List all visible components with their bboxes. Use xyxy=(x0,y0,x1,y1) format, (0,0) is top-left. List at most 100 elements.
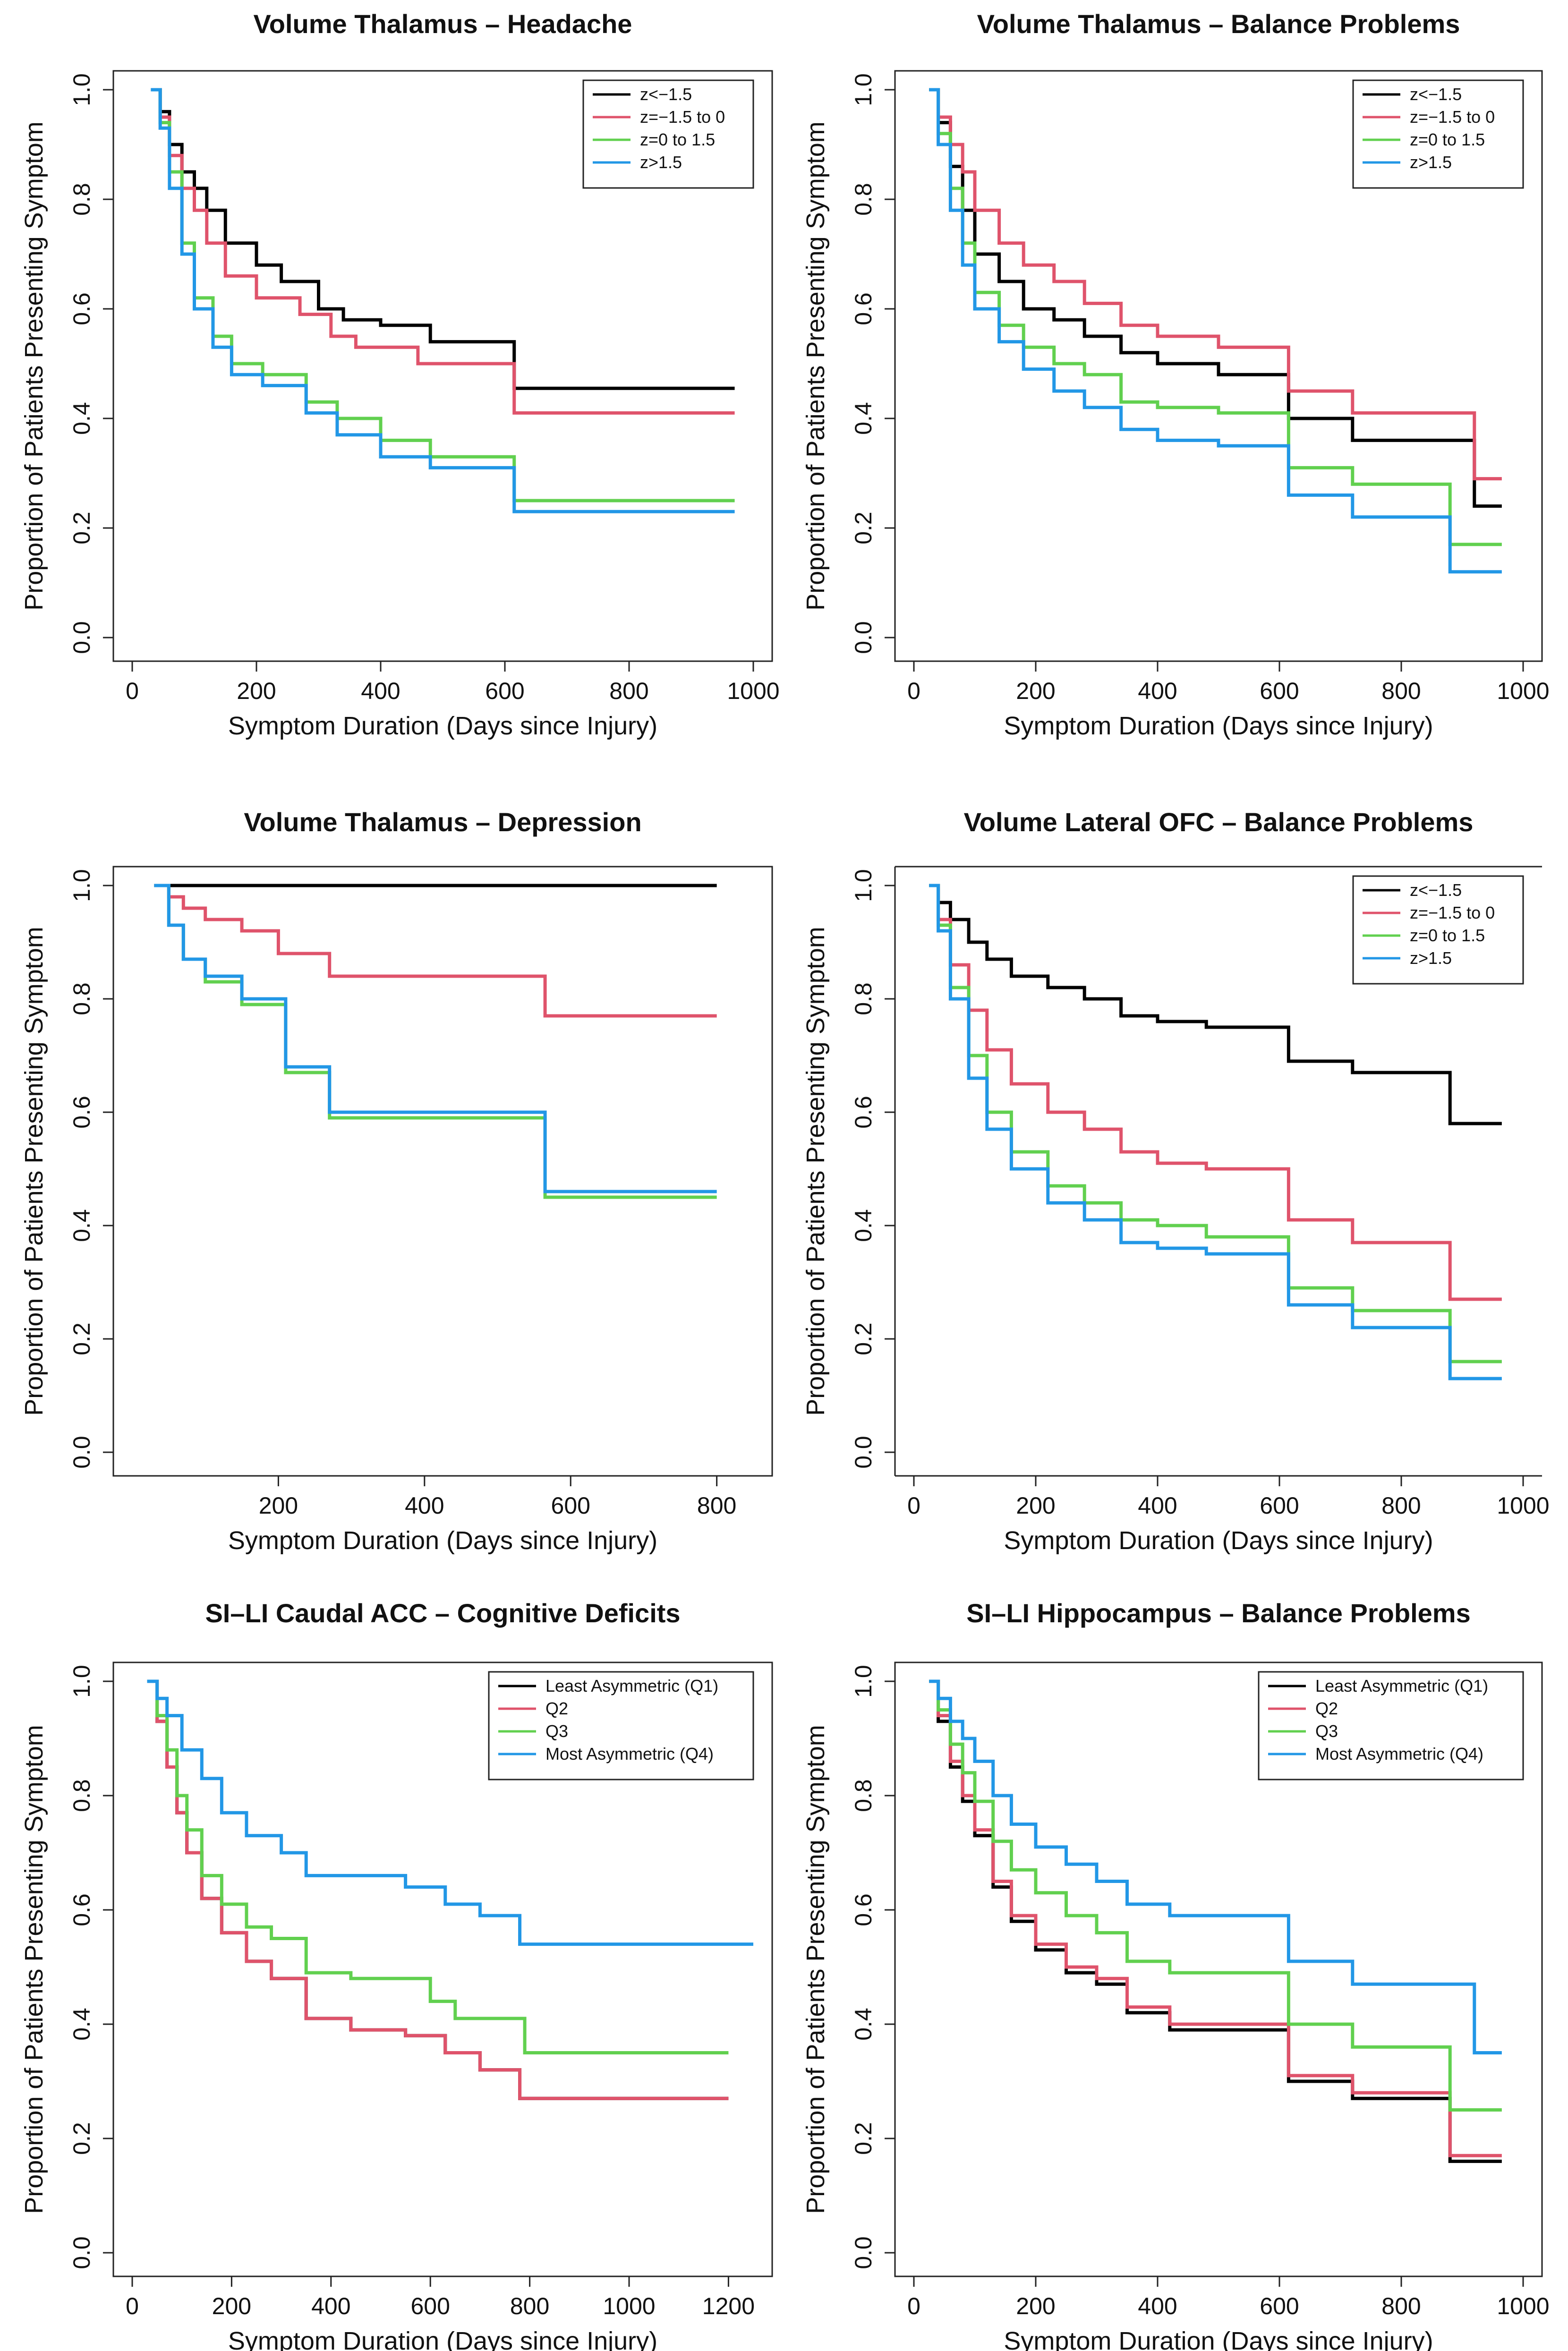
y-axis-label: Proportion of Patients Presenting Sympto… xyxy=(801,927,830,1416)
series-line-3 xyxy=(151,88,735,503)
x-tick-label: 600 xyxy=(1260,678,1299,704)
chart-panel-1: Volume Thalamus – Headache 0 200 400 600 800 1… xyxy=(20,9,780,740)
legend-label: z=0 to 1.5 xyxy=(1410,130,1485,149)
series-line-1 xyxy=(929,884,1502,1125)
y-tick-label: 0.6 xyxy=(68,1096,95,1129)
x-tick-label: 600 xyxy=(551,1492,590,1519)
y-tick-label: 0.4 xyxy=(68,2008,95,2041)
y-tick-label: 0.2 xyxy=(68,1322,95,1355)
legend-box xyxy=(1352,875,1524,985)
y-tick-label: 0.2 xyxy=(850,1322,877,1355)
x-tick-label: 0 xyxy=(126,2293,139,2319)
x-tick-label: 400 xyxy=(1138,678,1177,704)
x-axis-label: Symptom Duration (Days since Injury) xyxy=(1004,1526,1433,1555)
legend: Least Asymmetric (Q1) Q2 Q3 Most Asymmetric… xyxy=(488,1671,754,1780)
series-line-4 xyxy=(929,884,1502,1380)
x-tick-label: 800 xyxy=(609,678,648,704)
x-axis-label: Symptom Duration (Days since Injury) xyxy=(228,712,657,740)
x-axis-label: Symptom Duration (Days since Injury) xyxy=(228,1526,657,1555)
y-tick-label: 0.6 xyxy=(68,292,95,325)
y-tick-label: 0.0 xyxy=(68,2236,95,2269)
chart-title: SI–LI Caudal ACC – Cognitive Deficits xyxy=(205,1598,680,1628)
x-tick-label: 600 xyxy=(485,678,524,704)
legend-label: z=−1.5 to 0 xyxy=(1410,107,1495,127)
y-tick-label: 0.0 xyxy=(850,621,877,654)
y-tick-label: 0.6 xyxy=(850,1893,877,1926)
x-tick-label: 600 xyxy=(1260,1492,1299,1519)
x-tick-label: 200 xyxy=(259,1492,298,1519)
y-tick-label: 1.0 xyxy=(850,869,877,902)
legend-box xyxy=(488,1671,754,1780)
chart-panel-3: Volume Thalamus – Depression 200 400 600 800… xyxy=(20,807,773,1555)
y-tick-label: 0.6 xyxy=(850,1096,877,1129)
y-tick-label: 1.0 xyxy=(68,1665,95,1698)
legend: z<−1.5 z=−1.5 to 0 z=0 to 1.5 z>1.5 xyxy=(1352,875,1524,985)
y-axis-label: Proportion of Patients Presenting Sympto… xyxy=(801,121,830,611)
x-tick-label: 0 xyxy=(907,678,920,704)
y-axis-label: Proportion of Patients Presenting Sympto… xyxy=(20,1725,48,2214)
y-tick-label: 0.2 xyxy=(850,2122,877,2155)
x-tick-label: 800 xyxy=(1381,678,1421,704)
x-tick-label: 1200 xyxy=(702,2293,755,2319)
y-tick-label: 0.2 xyxy=(850,511,877,545)
series-line-1 xyxy=(929,1679,1502,2163)
y-tick-label: 0.2 xyxy=(68,2122,95,2155)
y-tick-label: 0.0 xyxy=(850,1436,877,1469)
y-tick-label: 0.6 xyxy=(850,292,877,325)
x-tick-label: 400 xyxy=(405,1492,444,1519)
x-tick-label: 1000 xyxy=(727,678,779,704)
y-tick-label: 0.0 xyxy=(68,621,95,654)
x-tick-label: 1000 xyxy=(1497,1492,1549,1519)
legend-label: z=0 to 1.5 xyxy=(1410,926,1485,945)
x-tick-label: 400 xyxy=(311,2293,350,2319)
x-tick-label: 1000 xyxy=(1497,678,1549,704)
y-tick-label: 0.4 xyxy=(850,402,877,435)
legend-label: z=−1.5 to 0 xyxy=(1410,903,1495,922)
legend-label: z<−1.5 xyxy=(1410,880,1462,900)
x-tick-label: 200 xyxy=(1016,1492,1055,1519)
plot-frame xyxy=(112,70,773,662)
plot-frame xyxy=(894,70,1543,662)
series-line-4 xyxy=(929,1679,1502,2054)
legend-label: Q3 xyxy=(1315,1721,1338,1741)
x-tick-label: 800 xyxy=(1381,2293,1421,2319)
plot-frame xyxy=(112,1661,773,2277)
legend-label: Least Asymmetric (Q1) xyxy=(1315,1676,1488,1695)
legend-label: z<−1.5 xyxy=(640,85,692,104)
x-tick-label: 800 xyxy=(697,1492,736,1519)
series-line-1 xyxy=(151,88,735,390)
chart-title: Volume Thalamus – Balance Problems xyxy=(977,9,1460,39)
legend-label: z=−1.5 to 0 xyxy=(640,107,725,127)
x-tick-label: 200 xyxy=(237,678,276,704)
y-tick-label: 0.0 xyxy=(850,2236,877,2269)
x-tick-label: 0 xyxy=(907,2293,920,2319)
x-tick-label: 800 xyxy=(1381,1492,1421,1519)
x-tick-label: 200 xyxy=(1016,2293,1055,2319)
plot-frame xyxy=(112,866,773,1477)
y-tick-label: 0.8 xyxy=(850,982,877,1015)
x-axis-label: Symptom Duration (Days since Injury) xyxy=(1004,712,1433,740)
chart-title: Volume Thalamus – Depression xyxy=(244,807,641,837)
legend-label: z<−1.5 xyxy=(1410,85,1462,104)
series-line-2 xyxy=(151,88,735,415)
legend: Least Asymmetric (Q1) Q2 Q3 Most Asymmetric… xyxy=(1258,1671,1524,1780)
x-tick-label: 1000 xyxy=(1497,2293,1549,2319)
y-tick-label: 0.6 xyxy=(68,1893,95,1926)
series-line-4 xyxy=(147,1679,753,1946)
chart-title: Volume Thalamus – Headache xyxy=(254,9,632,39)
legend-label: z>1.5 xyxy=(640,153,682,172)
y-tick-label: 0.2 xyxy=(68,511,95,545)
legend: z<−1.5 z=−1.5 to 0 z=0 to 1.5 z>1.5 xyxy=(1352,79,1524,189)
y-tick-label: 0.4 xyxy=(68,402,95,435)
legend-label: Most Asymmetric (Q4) xyxy=(1315,1744,1483,1763)
x-tick-label: 200 xyxy=(212,2293,251,2319)
x-tick-label: 600 xyxy=(1260,2293,1299,2319)
series-line-4 xyxy=(929,88,1502,574)
series-line-4 xyxy=(154,884,717,1193)
series-line-2 xyxy=(929,88,1502,481)
x-tick-label: 800 xyxy=(510,2293,549,2319)
x-tick-label: 0 xyxy=(126,678,139,704)
series-line-2 xyxy=(929,1679,1502,2157)
y-tick-label: 1.0 xyxy=(850,1665,877,1698)
